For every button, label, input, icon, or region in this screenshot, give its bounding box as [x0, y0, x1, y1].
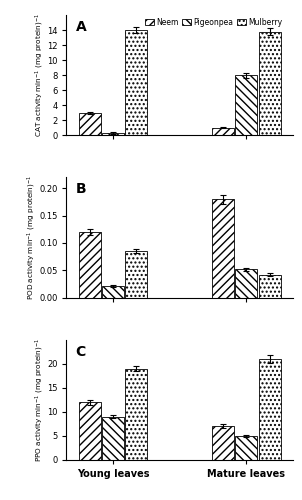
- Bar: [102, 286, 124, 298]
- Bar: [235, 75, 257, 136]
- Bar: [102, 133, 124, 136]
- Bar: [79, 112, 101, 136]
- Bar: [259, 274, 281, 297]
- Bar: [79, 232, 101, 298]
- Text: C: C: [76, 344, 86, 358]
- Bar: [212, 128, 234, 136]
- Bar: [125, 368, 147, 460]
- Bar: [259, 359, 281, 460]
- Bar: [212, 199, 234, 298]
- Bar: [125, 30, 147, 136]
- Text: B: B: [76, 182, 86, 196]
- Text: A: A: [76, 20, 86, 34]
- Bar: [235, 269, 257, 298]
- Legend: Neem, Pigeonpea, Mulberry: Neem, Pigeonpea, Mulberry: [144, 16, 284, 28]
- Bar: [102, 416, 124, 460]
- Y-axis label: CAT activity min$^{-1}$ (mg protein)$^{-1}$: CAT activity min$^{-1}$ (mg protein)$^{-…: [33, 13, 46, 137]
- Y-axis label: POD activity min$^{-1}$ (mg protein)$^{-1}$: POD activity min$^{-1}$ (mg protein)$^{-…: [25, 175, 38, 300]
- Bar: [79, 402, 101, 460]
- Bar: [212, 426, 234, 460]
- Bar: [235, 436, 257, 460]
- Y-axis label: PPO activity min$^{-1}$ (mg protein)$^{-1}$: PPO activity min$^{-1}$ (mg protein)$^{-…: [33, 338, 46, 462]
- Bar: [125, 251, 147, 298]
- Bar: [259, 32, 281, 136]
